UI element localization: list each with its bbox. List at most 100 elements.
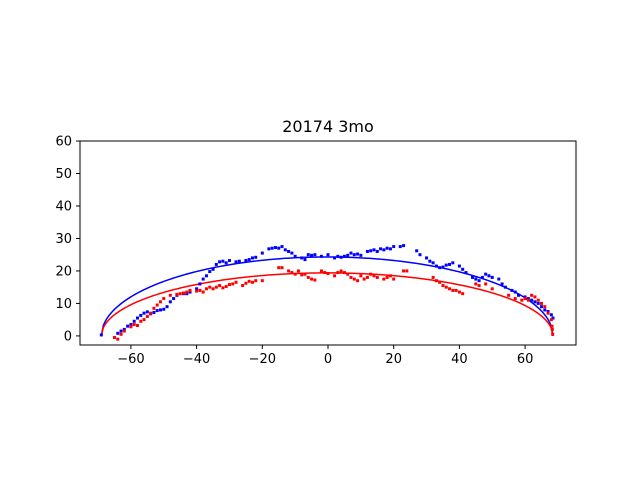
data-point-s0-85 [444,263,448,267]
data-point-s1-78 [444,285,448,289]
data-point-s0-112 [549,313,553,317]
data-point-s0-42 [270,246,274,250]
data-point-s0-91 [471,275,475,279]
data-point-s1-12 [155,303,159,307]
data-point-s0-68 [372,248,376,252]
data-point-s0-10 [145,310,149,314]
data-point-s0-41 [267,247,271,251]
data-point-s0-26 [204,274,208,278]
data-point-s1-61 [356,279,360,283]
data-point-s0-39 [254,255,258,259]
data-point-s0-3 [122,327,126,331]
data-point-s1-39 [260,279,264,283]
data-point-s1-18 [181,291,185,295]
data-point-s1-24 [204,287,208,291]
data-point-s1-100 [550,324,554,328]
data-point-s1-43 [290,271,294,275]
data-point-s0-57 [333,256,337,260]
data-point-s1-49 [310,277,314,281]
data-point-s0-8 [139,313,143,317]
data-point-s0-92 [474,277,478,281]
data-point-s0-30 [218,260,222,264]
data-point-s1-16 [175,292,179,296]
data-point-s0-72 [385,246,389,250]
data-point-s1-95 [536,298,540,302]
data-point-s0-27 [208,270,212,274]
data-point-s0-34 [234,260,238,264]
data-point-s0-52 [306,253,310,257]
data-point-s1-44 [293,272,297,276]
data-point-s1-67 [375,275,379,279]
x-tick-label-5: 40 [451,352,468,367]
data-point-s1-101 [550,327,554,331]
data-point-s1-86 [484,282,488,286]
data-point-s1-6 [135,324,139,328]
data-point-s0-71 [382,248,386,252]
data-point-s0-97 [490,275,494,279]
data-point-s0-14 [158,308,162,312]
data-point-s1-7 [139,319,143,323]
data-point-s1-65 [369,272,373,276]
data-point-s0-66 [365,249,369,253]
data-point-s0-103 [517,293,521,297]
data-point-s1-53 [326,272,330,276]
data-point-s0-84 [441,265,445,269]
data-point-s1-40 [277,266,281,270]
data-point-s0-99 [500,282,504,286]
data-point-s1-55 [336,271,340,275]
data-point-s0-55 [319,254,323,258]
data-point-s1-85 [477,284,481,288]
data-point-s0-60 [342,254,346,258]
data-point-s1-74 [431,275,435,279]
data-point-s0-75 [398,245,402,249]
data-point-s0-12 [152,311,156,315]
data-point-s1-56 [339,269,343,273]
data-point-s0-51 [303,258,307,262]
data-point-s0-65 [359,253,363,257]
data-point-s0-83 [438,266,442,270]
data-point-s0-90 [464,271,468,275]
data-point-s0-50 [300,256,304,260]
data-point-s0-63 [352,253,356,257]
data-point-s0-87 [451,261,455,265]
data-point-s1-89 [513,297,517,301]
x-tick-label-6: 60 [517,352,534,367]
data-point-s0-109 [540,305,544,309]
data-point-s0-4 [126,324,130,328]
data-point-s1-15 [168,293,172,297]
data-point-s1-97 [543,305,547,309]
data-point-s1-3 [122,329,126,333]
data-point-s0-108 [536,301,540,305]
data-point-s1-50 [313,278,317,282]
data-point-s1-1 [116,337,120,341]
data-point-s0-59 [339,255,343,259]
data-point-s1-38 [254,279,258,283]
data-point-s0-74 [392,245,396,249]
data-point-s1-71 [392,277,396,281]
data-point-s1-63 [362,277,366,281]
data-point-s0-110 [543,308,547,312]
x-tick-label-4: 20 [385,352,402,367]
data-point-s0-104 [523,295,527,299]
data-point-s0-7 [135,316,139,320]
data-point-s1-32 [231,282,235,286]
data-point-s0-113 [551,316,555,320]
data-point-s1-46 [300,273,304,277]
data-point-s1-84 [474,282,478,286]
data-point-s1-42 [287,269,291,273]
data-point-s0-31 [221,259,225,263]
data-point-s0-24 [198,282,202,286]
data-point-s0-70 [379,247,383,251]
axes-layer: −60 −40 −20 0 20 40 60 0 10 20 30 40 50 60 [55,135,577,367]
data-point-s0-53 [310,253,314,257]
data-point-s1-45 [296,269,300,273]
data-point-s0-101 [510,288,514,292]
data-point-s0-13 [155,309,159,313]
data-point-s1-62 [359,274,363,278]
y-tick-label-3: 30 [55,232,72,247]
data-point-s0-35 [237,259,241,263]
data-point-s1-57 [342,271,346,275]
data-point-s1-90 [520,298,524,302]
data-point-s0-56 [326,253,330,257]
